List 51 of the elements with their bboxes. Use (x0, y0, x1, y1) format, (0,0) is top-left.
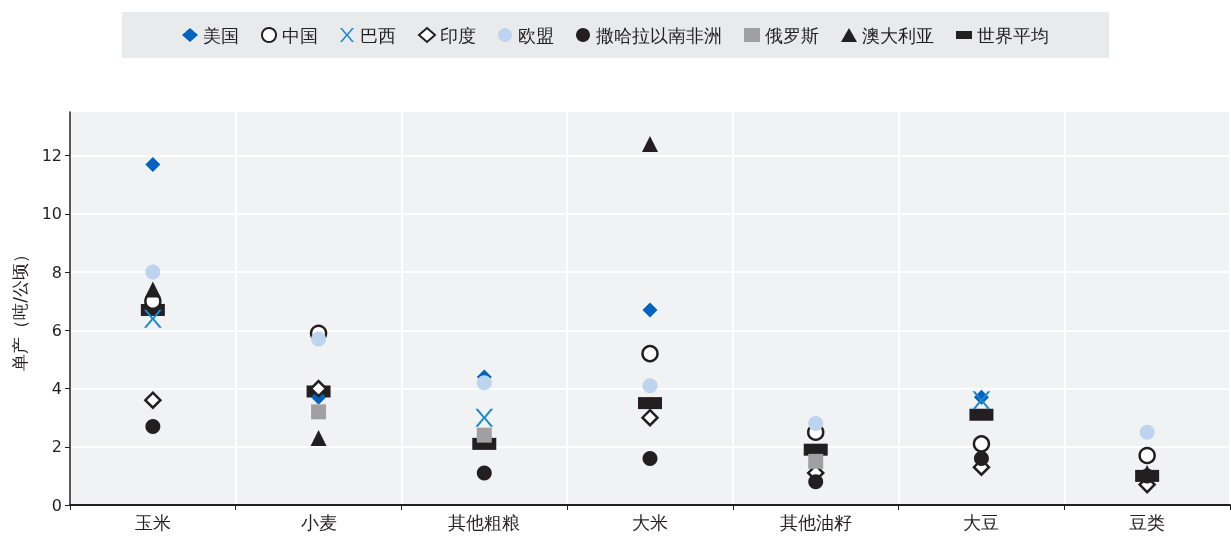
y-axis-title: 单产（吨/公顷） (9, 246, 30, 371)
legend-label: 世界平均 (977, 24, 1049, 46)
y-tick-label: 8 (51, 262, 62, 282)
x-tick-label: 其他粗粮 (448, 511, 521, 533)
legend-label: 中国 (282, 24, 318, 46)
point (143, 309, 162, 328)
point (972, 435, 991, 453)
x-tick-label: 玉米 (134, 511, 171, 533)
legend-label: 澳大利亚 (862, 24, 934, 46)
point (311, 404, 327, 420)
point (145, 264, 161, 280)
point (476, 427, 492, 443)
y-tick-label: 4 (51, 379, 62, 399)
point (476, 465, 492, 481)
point (1139, 424, 1155, 440)
point (310, 430, 327, 447)
point (311, 331, 327, 347)
y-tick-label: 0 (51, 495, 62, 515)
legend-label: 撒哈拉以南非洲 (596, 24, 722, 46)
point (642, 378, 658, 394)
point (1138, 446, 1156, 465)
point (808, 474, 824, 490)
x-tick-label: 豆类 (1129, 511, 1166, 533)
point (475, 408, 494, 427)
legend-label: 俄罗斯 (765, 24, 819, 46)
x-tick-label: 大米 (632, 511, 668, 533)
y-tick-label: 6 (51, 320, 62, 340)
point (144, 391, 162, 409)
point (642, 450, 658, 466)
point (641, 344, 659, 363)
x-tick-label: 其他油籽 (779, 511, 852, 533)
point (145, 156, 161, 172)
x-tick-label: 大豆 (963, 511, 1000, 533)
legend-label: 美国 (203, 24, 239, 46)
point (642, 136, 658, 153)
point (973, 450, 989, 466)
point (476, 375, 492, 391)
point (144, 281, 161, 298)
point (641, 408, 659, 427)
y-tick-label: 10 (41, 204, 62, 224)
legend-label: 巴西 (360, 24, 396, 46)
point (972, 391, 991, 410)
x-tick-label: 小麦 (300, 511, 337, 533)
point (808, 415, 824, 431)
y-tick-label: 2 (51, 437, 62, 457)
point (808, 453, 824, 469)
point (145, 418, 161, 434)
point (642, 302, 658, 318)
legend-label: 欧盟 (518, 24, 554, 46)
y-tick-label: 12 (41, 146, 62, 166)
legend-label: 印度 (440, 24, 476, 46)
